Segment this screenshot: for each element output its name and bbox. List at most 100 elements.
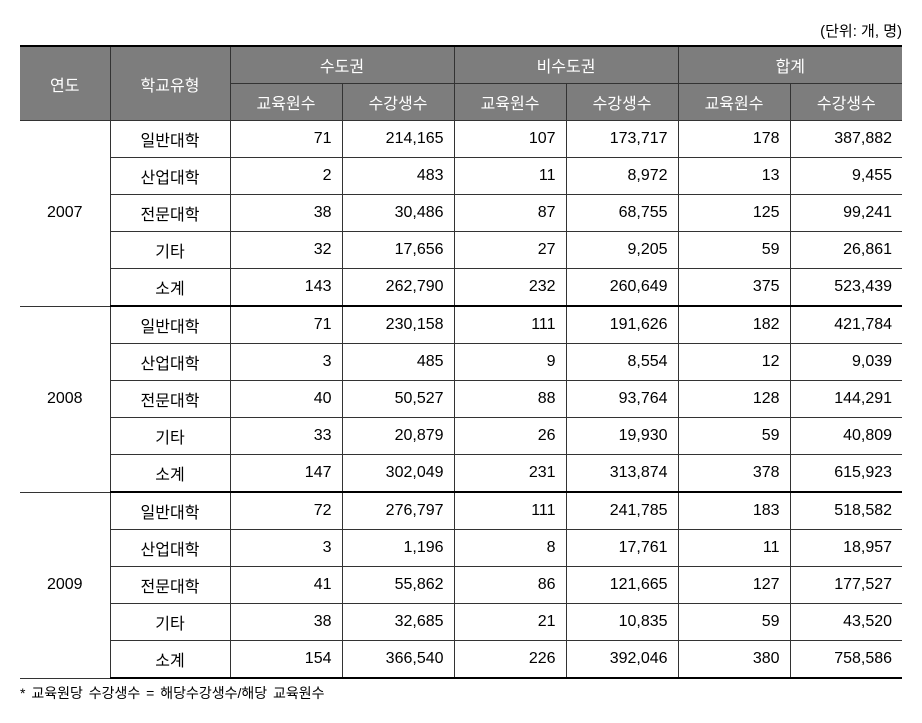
- header-total-inst: 교육원수: [678, 84, 790, 121]
- data-cell: 26: [454, 418, 566, 455]
- data-cell: 11: [454, 158, 566, 195]
- data-cell: 30,486: [342, 195, 454, 232]
- data-cell: 68,755: [566, 195, 678, 232]
- data-cell: 17,761: [566, 530, 678, 567]
- data-cell: 26,861: [790, 232, 902, 269]
- data-cell: 231: [454, 455, 566, 493]
- data-cell: 366,540: [342, 641, 454, 679]
- header-metro-stu: 수강생수: [342, 84, 454, 121]
- data-cell: 518,582: [790, 492, 902, 530]
- data-cell: 33: [230, 418, 342, 455]
- data-cell: 523,439: [790, 269, 902, 307]
- data-cell: 40: [230, 381, 342, 418]
- data-cell: 17,656: [342, 232, 454, 269]
- data-cell: 262,790: [342, 269, 454, 307]
- type-cell: 일반대학: [110, 492, 230, 530]
- data-cell: 387,882: [790, 121, 902, 158]
- data-cell: 241,785: [566, 492, 678, 530]
- type-cell: 기타: [110, 232, 230, 269]
- data-cell: 128: [678, 381, 790, 418]
- data-cell: 485: [342, 344, 454, 381]
- year-cell: 2009: [20, 492, 110, 678]
- data-cell: 380: [678, 641, 790, 679]
- data-cell: 226: [454, 641, 566, 679]
- data-cell: 55,862: [342, 567, 454, 604]
- data-cell: 19,930: [566, 418, 678, 455]
- data-cell: 59: [678, 232, 790, 269]
- year-cell: 2007: [20, 121, 110, 307]
- type-cell: 산업대학: [110, 344, 230, 381]
- header-nonmetro-inst: 교육원수: [454, 84, 566, 121]
- type-cell: 전문대학: [110, 567, 230, 604]
- data-cell: 375: [678, 269, 790, 307]
- data-cell: 392,046: [566, 641, 678, 679]
- data-cell: 32,685: [342, 604, 454, 641]
- data-cell: 8: [454, 530, 566, 567]
- data-cell: 99,241: [790, 195, 902, 232]
- data-cell: 421,784: [790, 306, 902, 344]
- data-cell: 230,158: [342, 306, 454, 344]
- data-cell: 214,165: [342, 121, 454, 158]
- data-cell: 13: [678, 158, 790, 195]
- data-table: 연도 학교유형 수도권 비수도권 합계 교육원수 수강생수 교육원수 수강생수 …: [20, 45, 902, 679]
- data-cell: 378: [678, 455, 790, 493]
- data-cell: 43,520: [790, 604, 902, 641]
- type-cell: 일반대학: [110, 121, 230, 158]
- type-cell: 전문대학: [110, 195, 230, 232]
- header-nonmetro-stu: 수강생수: [566, 84, 678, 121]
- data-cell: 276,797: [342, 492, 454, 530]
- header-metro: 수도권: [230, 46, 454, 84]
- data-cell: 173,717: [566, 121, 678, 158]
- data-cell: 9,039: [790, 344, 902, 381]
- data-cell: 183: [678, 492, 790, 530]
- data-cell: 177,527: [790, 567, 902, 604]
- data-cell: 72: [230, 492, 342, 530]
- data-cell: 483: [342, 158, 454, 195]
- data-cell: 3: [230, 530, 342, 567]
- data-cell: 8,554: [566, 344, 678, 381]
- data-cell: 147: [230, 455, 342, 493]
- data-cell: 38: [230, 604, 342, 641]
- data-cell: 111: [454, 306, 566, 344]
- data-cell: 50,527: [342, 381, 454, 418]
- data-cell: 21: [454, 604, 566, 641]
- data-cell: 71: [230, 306, 342, 344]
- data-cell: 9,455: [790, 158, 902, 195]
- data-cell: 59: [678, 418, 790, 455]
- data-cell: 182: [678, 306, 790, 344]
- data-cell: 2: [230, 158, 342, 195]
- data-cell: 127: [678, 567, 790, 604]
- data-cell: 86: [454, 567, 566, 604]
- data-cell: 8,972: [566, 158, 678, 195]
- data-cell: 143: [230, 269, 342, 307]
- data-cell: 93,764: [566, 381, 678, 418]
- data-cell: 27: [454, 232, 566, 269]
- data-cell: 20,879: [342, 418, 454, 455]
- header-metro-inst: 교육원수: [230, 84, 342, 121]
- type-cell: 기타: [110, 418, 230, 455]
- data-cell: 41: [230, 567, 342, 604]
- type-cell: 소계: [110, 641, 230, 679]
- header-year: 연도: [20, 46, 110, 121]
- type-cell: 일반대학: [110, 306, 230, 344]
- data-cell: 260,649: [566, 269, 678, 307]
- type-cell: 기타: [110, 604, 230, 641]
- type-cell: 산업대학: [110, 158, 230, 195]
- type-cell: 전문대학: [110, 381, 230, 418]
- type-cell: 산업대학: [110, 530, 230, 567]
- data-cell: 11: [678, 530, 790, 567]
- data-cell: 1,196: [342, 530, 454, 567]
- data-cell: 87: [454, 195, 566, 232]
- data-cell: 3: [230, 344, 342, 381]
- type-cell: 소계: [110, 269, 230, 307]
- data-cell: 18,957: [790, 530, 902, 567]
- data-cell: 9: [454, 344, 566, 381]
- data-cell: 32: [230, 232, 342, 269]
- type-cell: 소계: [110, 455, 230, 493]
- footnote: * 교육원당 수강생수 = 해당수강생수/해당 교육원수: [20, 683, 902, 703]
- data-cell: 121,665: [566, 567, 678, 604]
- data-cell: 71: [230, 121, 342, 158]
- data-cell: 313,874: [566, 455, 678, 493]
- data-cell: 178: [678, 121, 790, 158]
- header-total-stu: 수강생수: [790, 84, 902, 121]
